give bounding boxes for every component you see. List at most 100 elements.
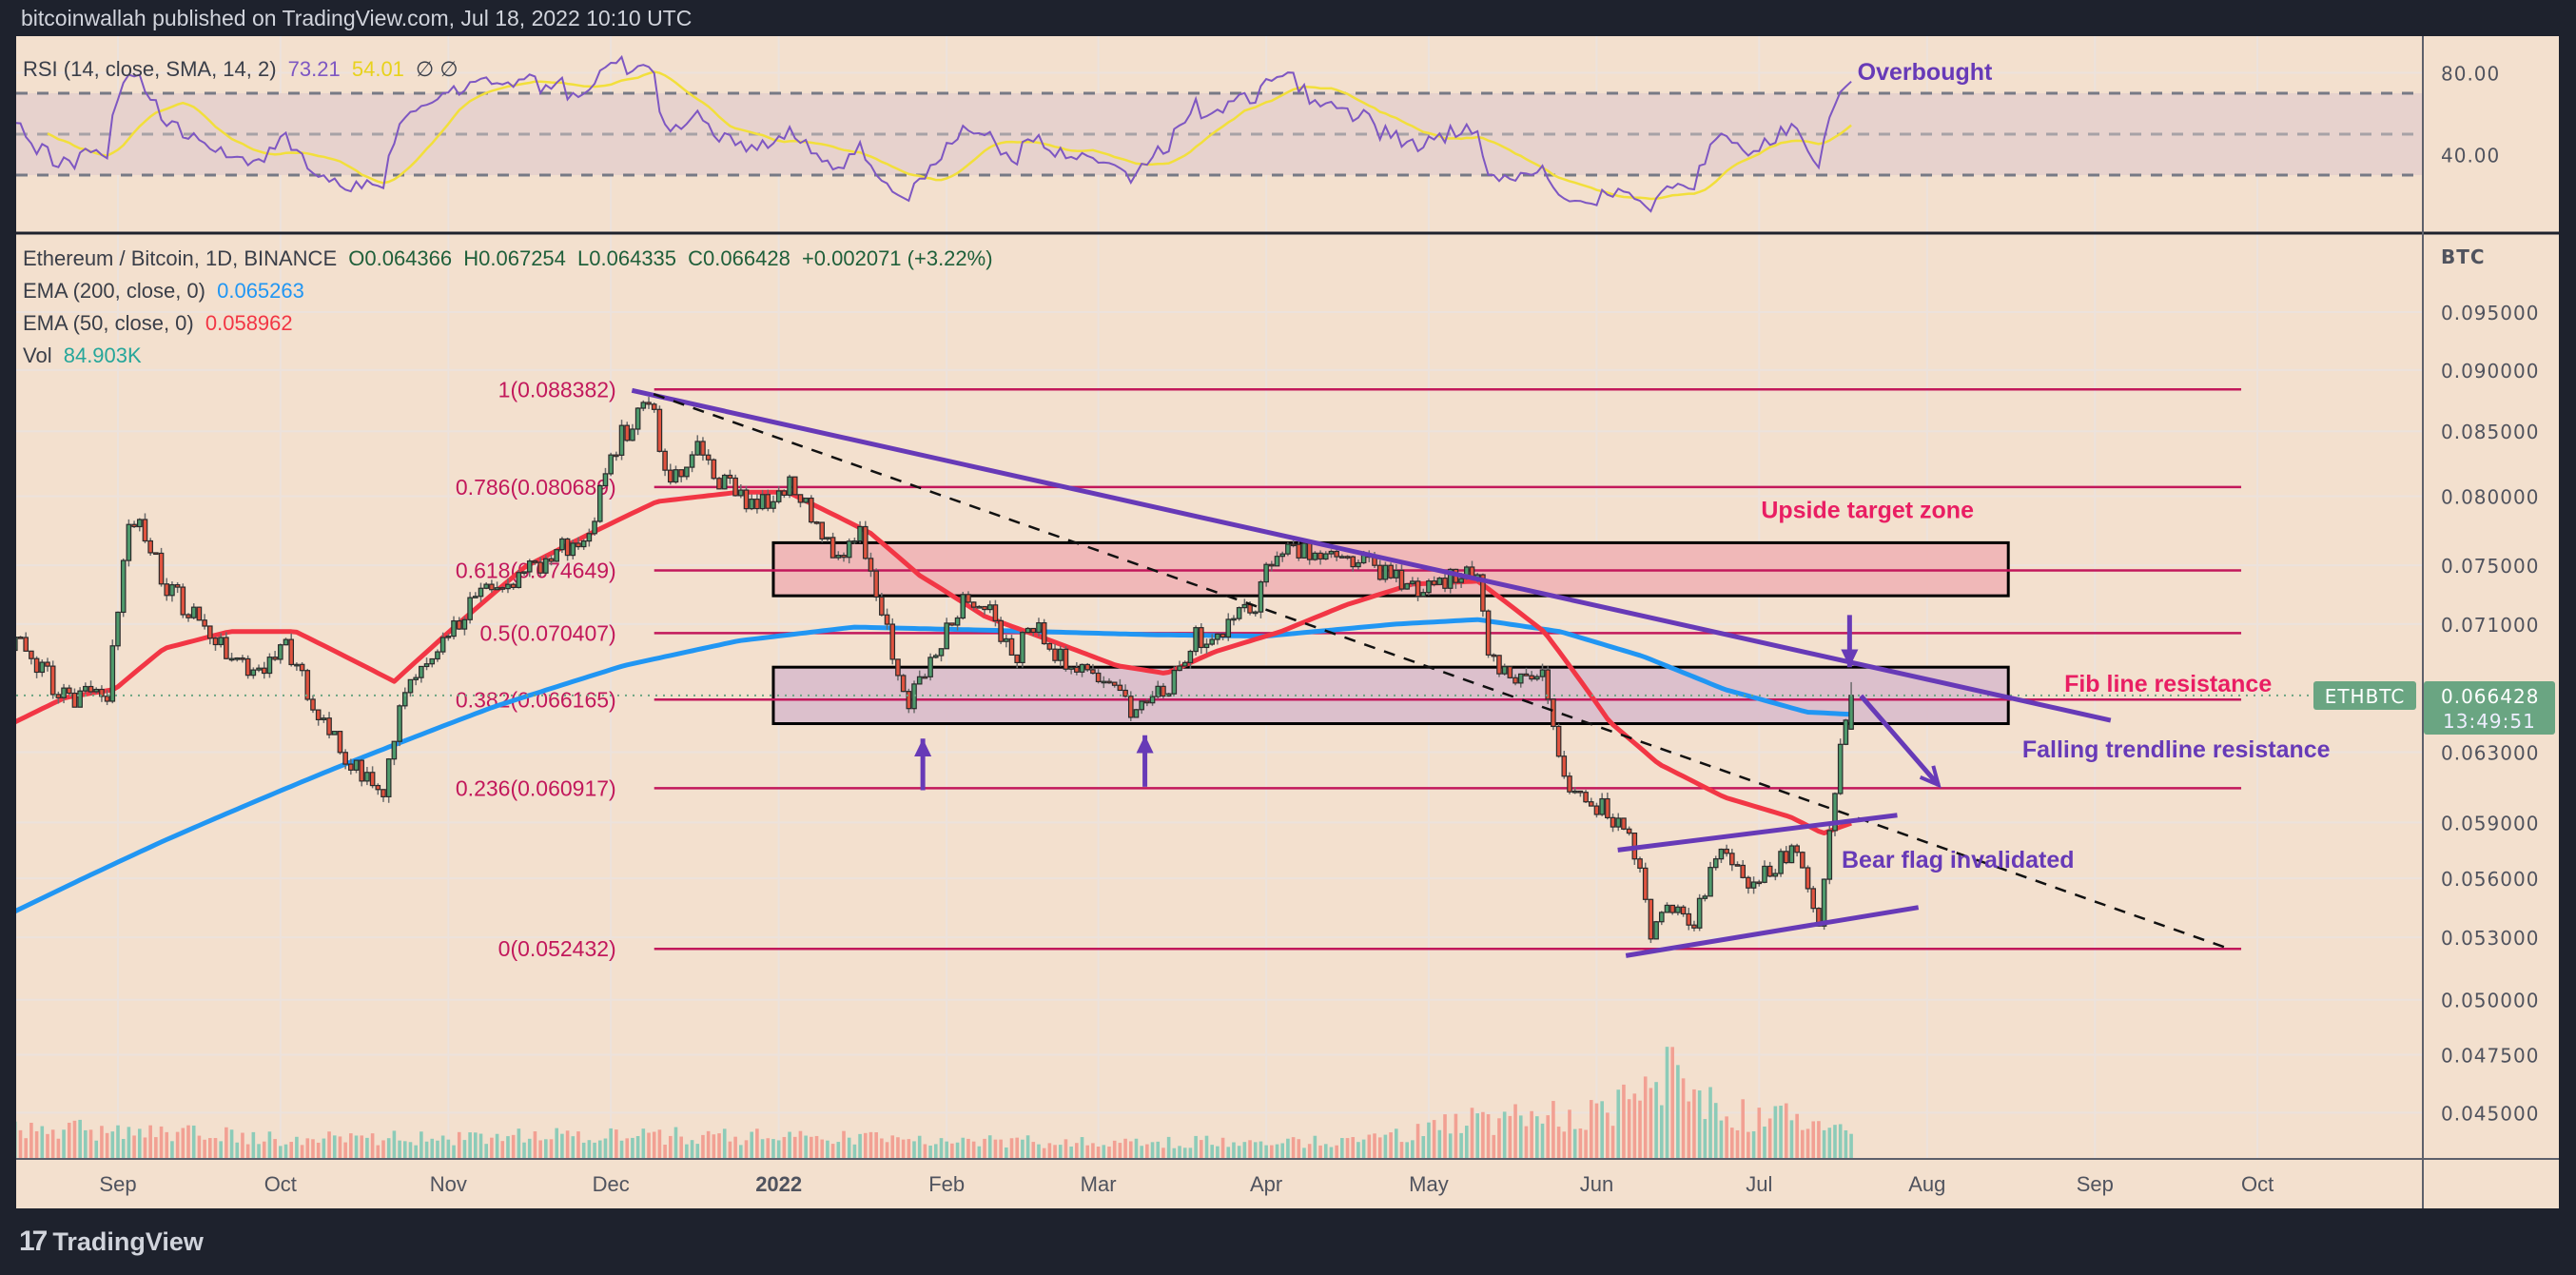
candle-down [1127, 696, 1134, 718]
annotation-label[interactable]: Upside target zone [1761, 498, 1974, 524]
candle-up [1821, 878, 1827, 927]
volume-bar [1356, 1142, 1360, 1158]
candle-down [299, 663, 305, 672]
volume-bar [1719, 1120, 1724, 1158]
candle-up [521, 571, 527, 575]
volume-bar [544, 1139, 548, 1158]
candle-down [185, 614, 191, 618]
candle-up [1843, 719, 1849, 745]
volume-bar [283, 1144, 288, 1158]
candle-down [261, 667, 267, 675]
candle-up [1658, 912, 1665, 923]
candle-down [1805, 867, 1811, 890]
candle-down [1198, 627, 1204, 649]
volume-bar [652, 1131, 656, 1158]
bear-flag-upper[interactable] [1617, 813, 1898, 853]
arrow-head-icon [1841, 649, 1859, 668]
candle-down [304, 670, 311, 700]
rsi-legend[interactable]: RSI (14, close, SMA, 14, 2) 73.21 54.01 … [23, 57, 464, 82]
candle-up [825, 537, 830, 539]
annotation-label[interactable]: Falling trendline resistance [2022, 736, 2331, 763]
candle-up [483, 583, 489, 589]
falling-trendline[interactable] [631, 387, 2112, 723]
candle-down [1756, 881, 1763, 885]
candle-down [1583, 792, 1589, 803]
volume-bar [1329, 1147, 1334, 1158]
candle-up [1517, 673, 1524, 684]
volume-bar [538, 1140, 542, 1158]
volume-bar [739, 1145, 743, 1158]
candle-down [1442, 578, 1448, 589]
ema200-legend[interactable]: EMA (200, close, 0) 0.065263 [23, 279, 310, 304]
annotation-label[interactable]: Bear flag invalidated [1842, 847, 2075, 873]
volume-bar [1784, 1103, 1788, 1158]
candle-up [1675, 906, 1681, 913]
volume-legend[interactable]: Vol 84.903K [23, 343, 147, 368]
volume-bar [1751, 1130, 1756, 1158]
ohlc-high: H0.067254 [463, 246, 566, 270]
candle-down [45, 661, 50, 667]
candle-up [857, 525, 863, 542]
candle-up [461, 618, 468, 630]
candle-down [1030, 627, 1037, 634]
volume-bar [360, 1135, 364, 1158]
projection-arrow[interactable] [1859, 694, 1942, 789]
dashed-trendline[interactable] [653, 393, 2226, 949]
volume-bar [565, 1130, 570, 1158]
candle-up [1837, 743, 1844, 794]
candle-down [1729, 853, 1735, 866]
volume-bar [1226, 1147, 1231, 1158]
volume-bar [945, 1141, 948, 1158]
volume-bar [955, 1142, 960, 1158]
volume-bar [1459, 1132, 1463, 1158]
volume-bar [1182, 1148, 1187, 1158]
candle-up [1258, 581, 1264, 613]
fib-level-label: 0(0.052432) [498, 936, 616, 961]
up-arrow-1[interactable] [914, 738, 932, 791]
candle-down [23, 637, 29, 652]
volume-bar [647, 1132, 651, 1158]
volume-bar [695, 1144, 700, 1158]
volume-bar [354, 1135, 359, 1158]
volume-bar [1069, 1146, 1073, 1158]
candle-up [435, 651, 440, 660]
volume-bar [1015, 1137, 1020, 1158]
candle-down [359, 759, 365, 782]
volume-bar [1297, 1139, 1301, 1158]
candle-up [1139, 700, 1144, 711]
volume-bar [1443, 1114, 1447, 1158]
volume-bar [847, 1137, 851, 1158]
candle-down [1621, 817, 1627, 830]
volume-bar [560, 1133, 564, 1158]
volume-bar [1584, 1129, 1588, 1158]
volume-bar [1822, 1129, 1826, 1158]
tradingview-logo[interactable]: 17 TradingView [19, 1226, 204, 1258]
volume-bar [1535, 1116, 1539, 1158]
volume-bar [933, 1144, 938, 1158]
volume-bar [1085, 1145, 1090, 1158]
volume-bar [311, 1139, 315, 1158]
arrow-head-icon [1136, 735, 1154, 754]
tradingview-logo-icon: 17 [19, 1226, 48, 1257]
down-arrow[interactable] [1841, 615, 1859, 668]
volume-bar [533, 1131, 537, 1158]
volume-bar [116, 1125, 120, 1158]
up-arrow-2[interactable] [1136, 735, 1154, 787]
support-resistance-zone[interactable] [771, 665, 2010, 726]
symbol-legend[interactable]: Ethereum / Bitcoin, 1D, BINANCE O0.06436… [23, 246, 999, 271]
volume-bar [1708, 1087, 1712, 1158]
candle-up [1382, 564, 1389, 580]
volume-bar [267, 1131, 272, 1158]
candle-up [1702, 895, 1708, 899]
ema50-legend[interactable]: EMA (50, close, 0) 0.058962 [23, 311, 299, 336]
candle-down [970, 601, 977, 608]
annotation-label[interactable]: Fib line resistance [2064, 671, 2272, 697]
drawings[interactable] [16, 387, 2312, 958]
candle-up [1410, 580, 1415, 585]
bear-flag-lower[interactable] [1625, 905, 1920, 958]
candle-down [651, 403, 657, 410]
fib-level-label: 0.5(0.070407) [479, 620, 615, 645]
volume-bar [1411, 1140, 1415, 1158]
candle-up [218, 637, 224, 646]
